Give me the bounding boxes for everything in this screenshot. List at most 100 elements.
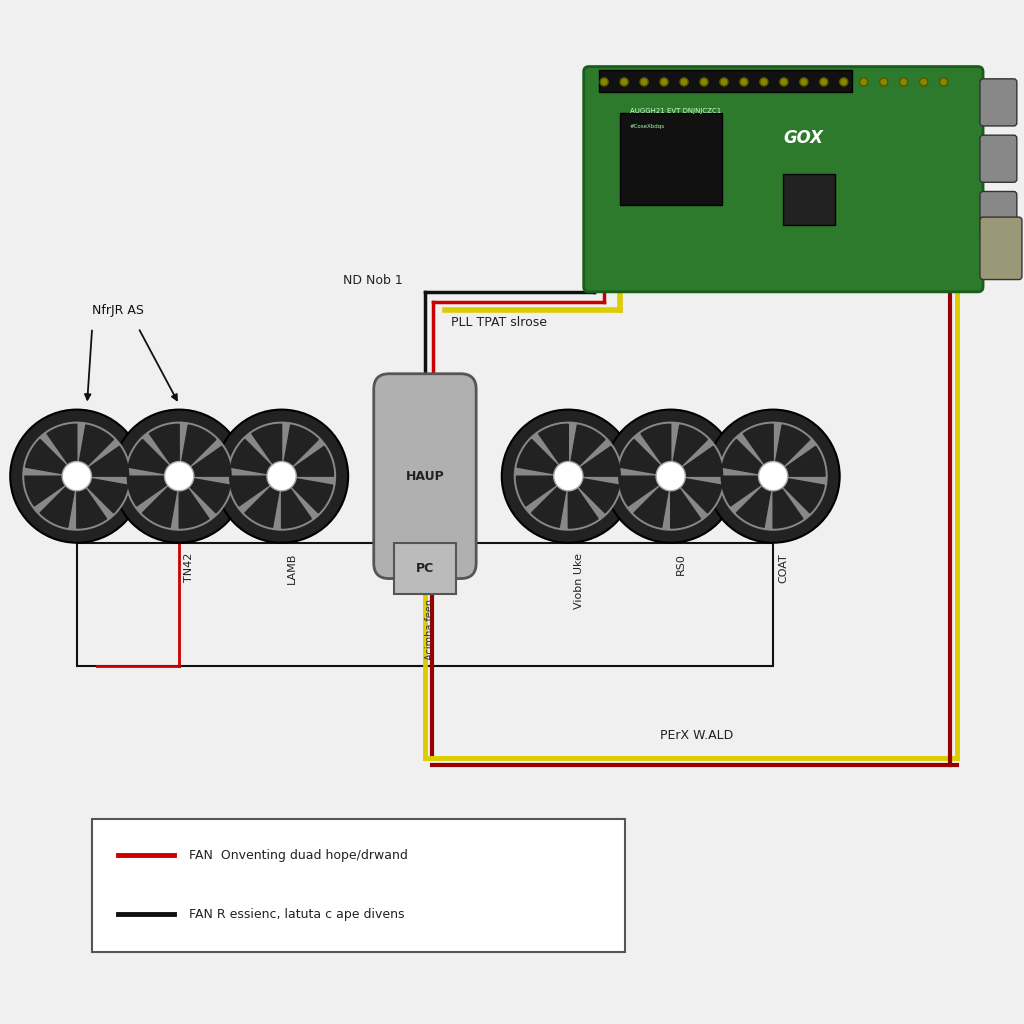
Polygon shape xyxy=(773,476,824,513)
Circle shape xyxy=(800,78,808,86)
FancyBboxPatch shape xyxy=(374,374,476,579)
Polygon shape xyxy=(282,425,318,476)
Polygon shape xyxy=(671,476,700,528)
Polygon shape xyxy=(179,476,230,513)
Polygon shape xyxy=(230,439,282,476)
Circle shape xyxy=(780,78,788,86)
FancyBboxPatch shape xyxy=(980,217,1022,280)
Circle shape xyxy=(600,78,608,86)
Polygon shape xyxy=(77,446,129,476)
Polygon shape xyxy=(568,476,620,513)
Polygon shape xyxy=(539,424,568,476)
Polygon shape xyxy=(150,424,179,476)
Circle shape xyxy=(554,462,583,490)
Circle shape xyxy=(720,78,728,86)
Circle shape xyxy=(659,78,668,86)
Circle shape xyxy=(514,422,623,530)
Circle shape xyxy=(880,78,888,86)
Polygon shape xyxy=(618,476,671,506)
Circle shape xyxy=(707,410,840,543)
Text: Acimha feen: Acimha feen xyxy=(425,599,435,660)
Circle shape xyxy=(899,78,907,86)
Polygon shape xyxy=(179,425,216,476)
Polygon shape xyxy=(671,476,722,513)
Bar xyxy=(394,543,456,594)
Polygon shape xyxy=(179,476,209,528)
Polygon shape xyxy=(568,446,621,476)
Circle shape xyxy=(10,410,143,543)
Polygon shape xyxy=(736,476,773,527)
Text: FAN  Onventing duad hope/drwand: FAN Onventing duad hope/drwand xyxy=(189,849,409,861)
Polygon shape xyxy=(671,446,723,476)
Polygon shape xyxy=(641,424,671,476)
Polygon shape xyxy=(40,476,77,527)
Circle shape xyxy=(604,410,737,543)
Polygon shape xyxy=(568,425,605,476)
Bar xyxy=(92,819,625,952)
Polygon shape xyxy=(252,424,282,476)
Polygon shape xyxy=(77,476,128,513)
Text: AUGGH21 EVT DNJNJCZC1: AUGGH21 EVT DNJNJCZC1 xyxy=(630,108,721,114)
Circle shape xyxy=(719,422,827,530)
Circle shape xyxy=(165,462,194,490)
Text: GOX: GOX xyxy=(783,129,824,147)
Polygon shape xyxy=(77,476,106,528)
Polygon shape xyxy=(77,425,114,476)
Polygon shape xyxy=(229,476,282,506)
Polygon shape xyxy=(142,476,179,527)
Circle shape xyxy=(23,422,131,530)
Bar xyxy=(783,174,835,225)
Circle shape xyxy=(759,462,787,490)
Text: NfrJR AS: NfrJR AS xyxy=(92,304,143,317)
Polygon shape xyxy=(634,476,671,527)
Text: FAN R essienc, latuta c ape divens: FAN R essienc, latuta c ape divens xyxy=(189,908,404,921)
Circle shape xyxy=(680,78,688,86)
Circle shape xyxy=(125,422,233,530)
Text: ND Nob 1: ND Nob 1 xyxy=(343,273,402,287)
Circle shape xyxy=(859,78,867,86)
Text: LAMB: LAMB xyxy=(287,553,297,585)
Circle shape xyxy=(502,410,635,543)
FancyBboxPatch shape xyxy=(980,135,1017,182)
Circle shape xyxy=(640,78,648,86)
Polygon shape xyxy=(282,476,311,528)
Text: RS0: RS0 xyxy=(676,553,686,574)
Polygon shape xyxy=(282,476,333,513)
Polygon shape xyxy=(128,439,179,476)
Polygon shape xyxy=(568,476,598,528)
Polygon shape xyxy=(671,425,708,476)
Text: HAUP: HAUP xyxy=(406,470,444,482)
Polygon shape xyxy=(517,439,568,476)
Text: #CoseXbdqs: #CoseXbdqs xyxy=(630,124,665,129)
Bar xyxy=(599,70,852,92)
Text: COAT: COAT xyxy=(778,553,788,583)
Circle shape xyxy=(656,462,685,490)
Text: PLL TPAT slrose: PLL TPAT slrose xyxy=(451,316,547,329)
Circle shape xyxy=(760,78,768,86)
Polygon shape xyxy=(773,476,803,528)
Circle shape xyxy=(819,78,827,86)
Polygon shape xyxy=(721,476,773,506)
Polygon shape xyxy=(620,439,671,476)
Circle shape xyxy=(113,410,246,543)
Circle shape xyxy=(227,422,336,530)
Polygon shape xyxy=(773,425,810,476)
Polygon shape xyxy=(47,424,77,476)
FancyBboxPatch shape xyxy=(980,191,1017,239)
Circle shape xyxy=(616,422,725,530)
Circle shape xyxy=(920,78,928,86)
Polygon shape xyxy=(25,476,77,506)
Bar xyxy=(620,113,722,205)
Polygon shape xyxy=(531,476,568,527)
Circle shape xyxy=(62,462,91,490)
Polygon shape xyxy=(722,439,773,476)
Text: TN42: TN42 xyxy=(184,553,195,583)
Polygon shape xyxy=(179,446,231,476)
Polygon shape xyxy=(26,439,77,476)
Polygon shape xyxy=(773,446,825,476)
Polygon shape xyxy=(245,476,282,527)
FancyBboxPatch shape xyxy=(584,67,983,292)
Text: Viobn Uke: Viobn Uke xyxy=(573,553,584,609)
FancyBboxPatch shape xyxy=(980,79,1017,126)
Circle shape xyxy=(620,78,628,86)
